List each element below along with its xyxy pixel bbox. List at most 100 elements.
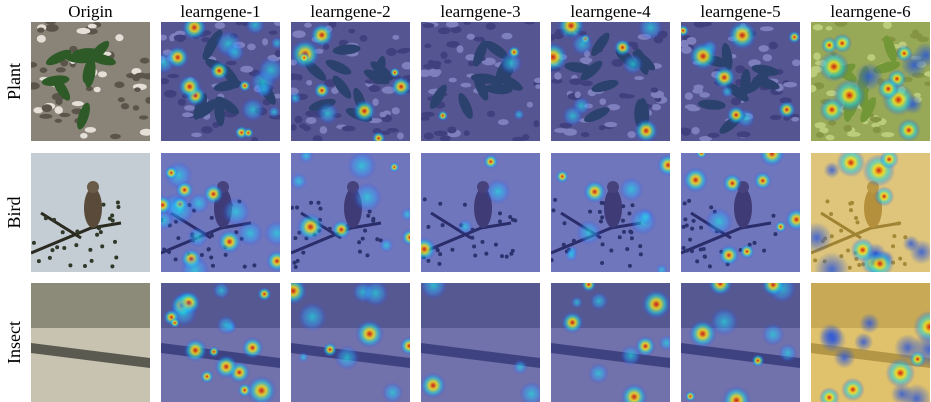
heat-blob [187,227,208,248]
needle [44,216,48,220]
image-cell [806,19,931,142]
heat-blob [683,167,708,192]
pebble [140,58,150,64]
heat-blob [685,391,696,402]
heat-blob [299,149,313,163]
image-cell [551,277,674,402]
heat-blob [268,106,280,118]
needle [48,256,52,260]
pebble [118,97,125,102]
heat-blob [391,76,412,97]
heat-blob [372,131,386,145]
heat-blob [721,86,733,98]
image-cell [290,149,418,272]
heat-blob [718,245,739,266]
needle [108,217,112,221]
heat-blob [874,186,894,206]
heat-blob [897,119,920,142]
needle [116,205,120,209]
heat-blob [180,256,209,285]
heat-blob [740,244,755,259]
heat-blob [176,181,194,199]
image-cell [279,277,419,402]
pebble [85,127,96,133]
needle [61,230,65,234]
heat-blob [837,148,866,177]
heat-blob [879,150,898,169]
heat-blob [279,277,307,305]
row-label: Insect [4,321,24,364]
heat-blob [583,180,606,203]
heat-blob [264,221,289,246]
heat-blob [323,342,337,356]
heat-blob [638,209,653,224]
heat-blob [437,110,448,121]
heat-blob [576,220,601,245]
heat-blob [854,332,873,351]
heat-blob [401,229,418,246]
pebble [135,73,148,79]
heat-blob [513,360,528,375]
heat-blob [289,92,301,104]
needle [110,264,114,268]
image-cell [31,283,150,402]
pebble [39,114,52,119]
pebble [80,133,88,139]
pebble [133,105,139,110]
heat-blob [619,177,643,201]
pebble [98,71,107,77]
heat-blob [832,33,852,53]
heat-blob [642,290,672,320]
heat-blob [901,52,928,79]
figure: Originlearngene-1learngene-2learngene-3l… [0,0,931,402]
heat-blob [657,154,679,176]
needle [99,230,103,234]
heat-blob [243,128,254,139]
heat-blob [483,154,498,169]
heat-blob [314,82,330,98]
image-cell [31,153,150,272]
needle [83,264,87,268]
heat-blob [226,43,245,62]
column-header: learngene-2 [310,2,390,21]
pebble [55,119,62,123]
heat-blob [241,98,265,122]
heat-blob [514,109,525,120]
pebble [45,24,59,32]
image-cell [26,20,155,141]
heat-blob [588,363,609,384]
image-cell [153,153,290,284]
heat-blob [708,271,733,296]
heat-blob [290,173,307,190]
image-cell [286,20,416,145]
image-cell [161,282,280,402]
needle [50,248,54,252]
pebble [140,129,153,136]
image-cell [153,15,284,143]
pebble [77,28,91,34]
heat-blob [400,336,419,355]
heat-blob [909,351,926,368]
needle [88,248,92,252]
wall [31,283,150,328]
heat-blob [353,99,376,122]
heat-blob [801,222,832,253]
pebble [110,134,121,139]
pebble [56,67,66,72]
heat-blob [216,315,236,335]
heat-overlay [421,22,540,141]
heat-blob [222,198,250,226]
heat-blob [623,54,644,75]
pebble [59,113,70,117]
heat-blob [762,323,785,346]
heat-blob [353,183,382,212]
heat-blob [310,23,334,47]
heat-blob [297,213,325,241]
needle [114,256,118,260]
pebble [37,35,46,43]
pebble [37,28,44,33]
image-cell [550,153,680,276]
needle [113,240,117,244]
column-header: learngene-3 [440,2,520,21]
heat-blob [677,25,689,37]
